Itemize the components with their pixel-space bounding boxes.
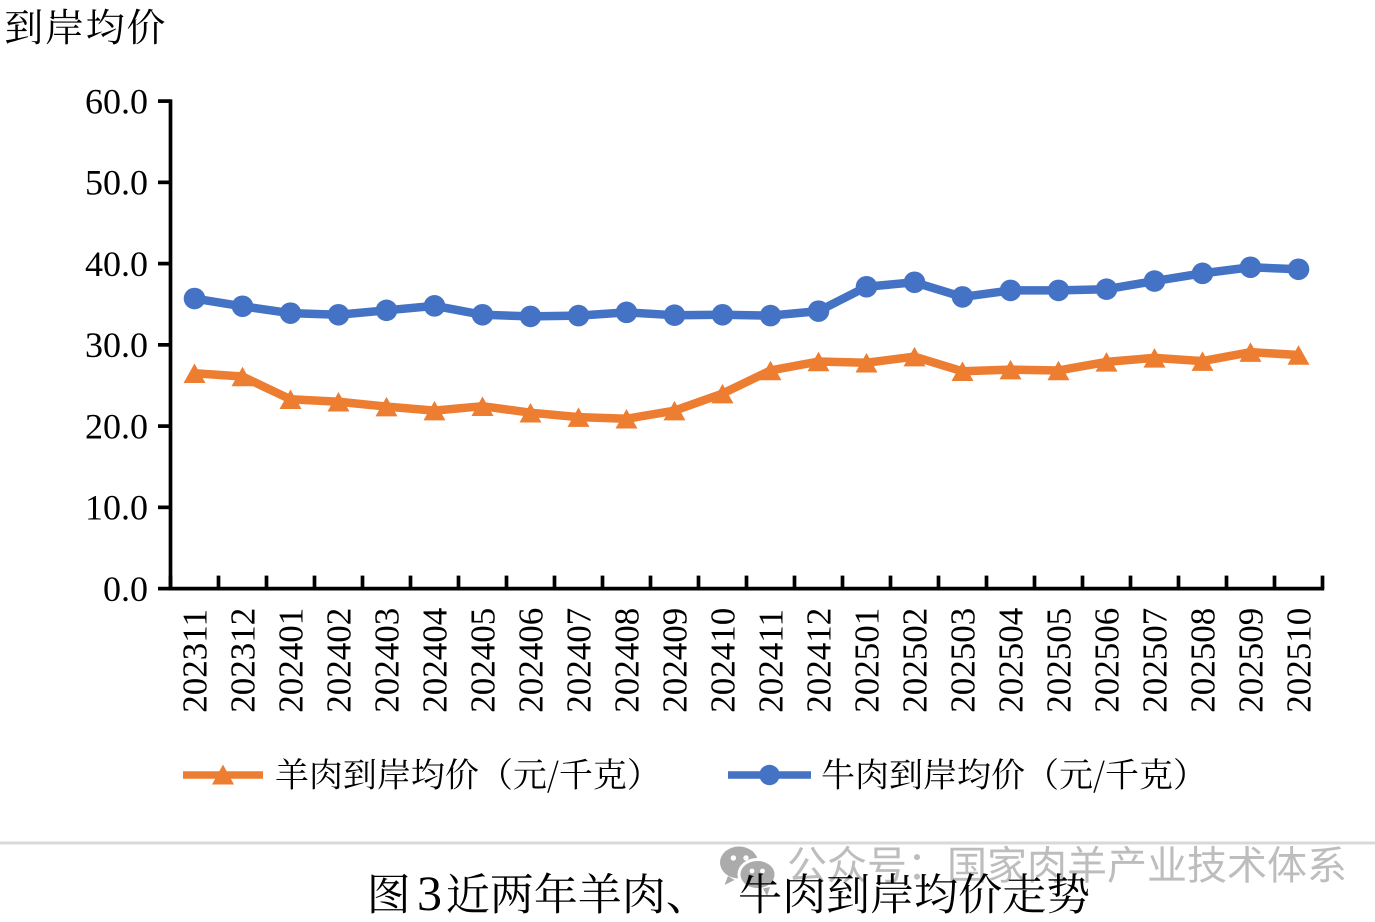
svg-text:202410: 202410 xyxy=(703,608,742,713)
svg-text:202503: 202503 xyxy=(943,608,982,713)
svg-text:10.0: 10.0 xyxy=(85,488,148,528)
svg-text:202509: 202509 xyxy=(1231,608,1270,713)
svg-text:202508: 202508 xyxy=(1183,608,1222,713)
svg-text:50.0: 50.0 xyxy=(85,163,148,203)
svg-text:202409: 202409 xyxy=(655,608,694,713)
svg-text:202402: 202402 xyxy=(319,608,358,713)
svg-text:202506: 202506 xyxy=(1087,608,1126,713)
svg-text:202408: 202408 xyxy=(607,608,646,713)
svg-text:20.0: 20.0 xyxy=(85,406,148,446)
svg-text:30.0: 30.0 xyxy=(85,325,148,365)
svg-text:202312: 202312 xyxy=(223,608,262,713)
svg-text:202407: 202407 xyxy=(559,608,598,713)
svg-text:202502: 202502 xyxy=(895,608,934,713)
svg-text:202405: 202405 xyxy=(463,608,502,713)
svg-text:40.0: 40.0 xyxy=(85,244,148,284)
svg-text:202504: 202504 xyxy=(991,608,1030,713)
svg-text:0.0: 0.0 xyxy=(103,569,148,609)
svg-text:202311: 202311 xyxy=(175,609,214,713)
svg-text:202411: 202411 xyxy=(751,609,790,713)
svg-text:3: 3 xyxy=(417,865,442,921)
svg-text:202406: 202406 xyxy=(511,608,550,713)
svg-text:202412: 202412 xyxy=(799,608,838,713)
svg-text:202501: 202501 xyxy=(847,608,886,713)
svg-text:202401: 202401 xyxy=(271,608,310,713)
svg-text:202510: 202510 xyxy=(1279,608,1318,713)
svg-text:202507: 202507 xyxy=(1135,608,1174,713)
svg-text:202505: 202505 xyxy=(1039,608,1078,713)
svg-text:202403: 202403 xyxy=(367,608,406,713)
svg-text:60.0: 60.0 xyxy=(85,81,148,121)
svg-text:202404: 202404 xyxy=(415,608,454,713)
